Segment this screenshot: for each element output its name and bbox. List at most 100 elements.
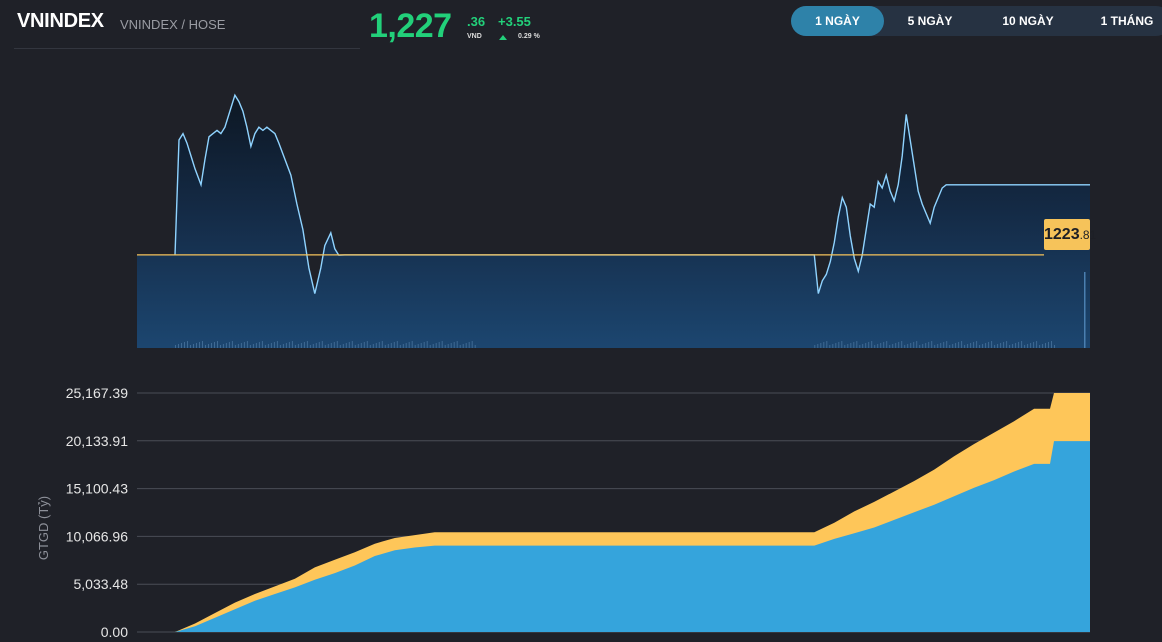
price-chart bbox=[137, 93, 1090, 348]
volume-tick bbox=[321, 341, 323, 348]
tab-5-days[interactable]: 5 NGÀY bbox=[907, 14, 953, 28]
volume-tick bbox=[252, 344, 254, 348]
volume-tick bbox=[859, 345, 861, 348]
volume-tick bbox=[237, 344, 239, 348]
volume-tick bbox=[817, 344, 819, 348]
price-change-percent: 0.29 % bbox=[518, 33, 540, 40]
volume-area-matched bbox=[175, 441, 1090, 632]
volume-tick bbox=[471, 341, 473, 348]
volume-tick bbox=[339, 345, 341, 348]
volume-tick bbox=[417, 344, 419, 348]
volume-tick bbox=[202, 341, 203, 348]
volume-tick bbox=[270, 343, 272, 348]
volume-tick bbox=[910, 343, 912, 348]
volume-tick bbox=[429, 345, 431, 348]
volume-tick bbox=[330, 343, 332, 348]
reference-price-decimal: .81 bbox=[1079, 228, 1097, 242]
volume-tick bbox=[961, 341, 963, 348]
volume-tick bbox=[193, 344, 194, 348]
volume-tick bbox=[991, 341, 993, 348]
volume-tick bbox=[282, 344, 284, 348]
volume-tick bbox=[303, 342, 305, 348]
volume-tick bbox=[381, 341, 383, 348]
index-exchange: VNINDEX / HOSE bbox=[120, 17, 226, 32]
volume-tick bbox=[901, 341, 903, 348]
volume-tick bbox=[856, 341, 858, 348]
volume-tick bbox=[982, 344, 984, 348]
volume-tick bbox=[462, 344, 464, 348]
volume-tick bbox=[883, 342, 885, 348]
index-name: VNINDEX bbox=[17, 10, 104, 32]
volume-tick bbox=[943, 342, 945, 348]
volume-tick bbox=[222, 344, 224, 348]
volume-tick bbox=[988, 342, 990, 348]
tab-10-days[interactable]: 10 NGÀY bbox=[1002, 14, 1054, 28]
volume-tick bbox=[291, 341, 293, 348]
volume-tick bbox=[1018, 342, 1020, 348]
volume-tick bbox=[868, 342, 870, 348]
reference-price-integer: 1223 bbox=[1044, 226, 1080, 243]
volume-tick bbox=[199, 342, 200, 348]
volume-tick bbox=[300, 343, 302, 348]
volume-tick bbox=[907, 344, 909, 348]
volume-tick bbox=[976, 341, 978, 348]
volume-tick bbox=[255, 343, 257, 348]
volume-tick bbox=[916, 341, 918, 348]
volume-tick bbox=[871, 341, 873, 348]
volume-tick bbox=[369, 345, 371, 348]
volume-tick bbox=[402, 344, 404, 348]
y-axis-title: GTGD (Tỷ) bbox=[36, 496, 51, 560]
volume-tick bbox=[1000, 343, 1002, 348]
volume-tick bbox=[444, 345, 446, 348]
volume-tick bbox=[396, 341, 398, 348]
volume-tick bbox=[214, 342, 215, 348]
volume-tick bbox=[973, 342, 975, 348]
volume-tick bbox=[919, 345, 921, 348]
arrow-up-icon bbox=[499, 35, 507, 40]
tab-1-day[interactable]: 1 NGÀY bbox=[791, 6, 884, 36]
volume-tick bbox=[354, 345, 356, 348]
volume-tick bbox=[450, 343, 452, 348]
volume-tick bbox=[931, 341, 933, 348]
volume-tick bbox=[336, 341, 338, 348]
volume-tick bbox=[1012, 344, 1014, 348]
volume-tick bbox=[324, 345, 326, 348]
volume-tick bbox=[208, 344, 209, 348]
volume-tick bbox=[387, 344, 389, 348]
volume-tick bbox=[423, 342, 425, 348]
volume-tick bbox=[306, 341, 308, 348]
volume-tick bbox=[294, 345, 296, 348]
volume-tick bbox=[889, 345, 891, 348]
header-divider bbox=[14, 48, 360, 49]
volume-tick bbox=[453, 342, 455, 348]
volume-tick bbox=[1045, 343, 1046, 348]
y-tick-label: 10,066.96 bbox=[66, 528, 128, 544]
volume-tick bbox=[405, 343, 407, 348]
volume-tick bbox=[345, 343, 347, 348]
price-change: +3.55 bbox=[498, 14, 531, 29]
volume-tick bbox=[468, 342, 470, 348]
volume-tick bbox=[360, 343, 362, 348]
volume-tick bbox=[874, 345, 876, 348]
volume-tick bbox=[342, 344, 344, 348]
volume-tick bbox=[838, 342, 840, 348]
tab-1-month[interactable]: 1 THÁNG bbox=[1100, 14, 1154, 28]
price-decimal: .36 bbox=[467, 14, 486, 29]
volume-tick bbox=[922, 344, 924, 348]
volume-tick bbox=[393, 342, 395, 348]
volume-tick bbox=[1048, 342, 1049, 348]
volume-tick bbox=[958, 342, 960, 348]
volume-tick bbox=[375, 343, 377, 348]
volume-tick bbox=[333, 342, 335, 348]
time-range-selector: 1 NGÀY 5 NGÀY 10 NGÀY 1 THÁNG bbox=[791, 6, 1162, 36]
volume-tick bbox=[205, 345, 206, 348]
y-tick-label: 0.00 bbox=[101, 624, 128, 640]
volume-tick bbox=[1033, 342, 1035, 348]
volume-tick bbox=[220, 345, 221, 348]
volume-tick bbox=[312, 344, 314, 348]
volume-tick bbox=[184, 342, 185, 348]
volume-tick bbox=[249, 345, 251, 348]
volume-tick bbox=[276, 341, 278, 348]
volume-tick bbox=[315, 343, 317, 348]
